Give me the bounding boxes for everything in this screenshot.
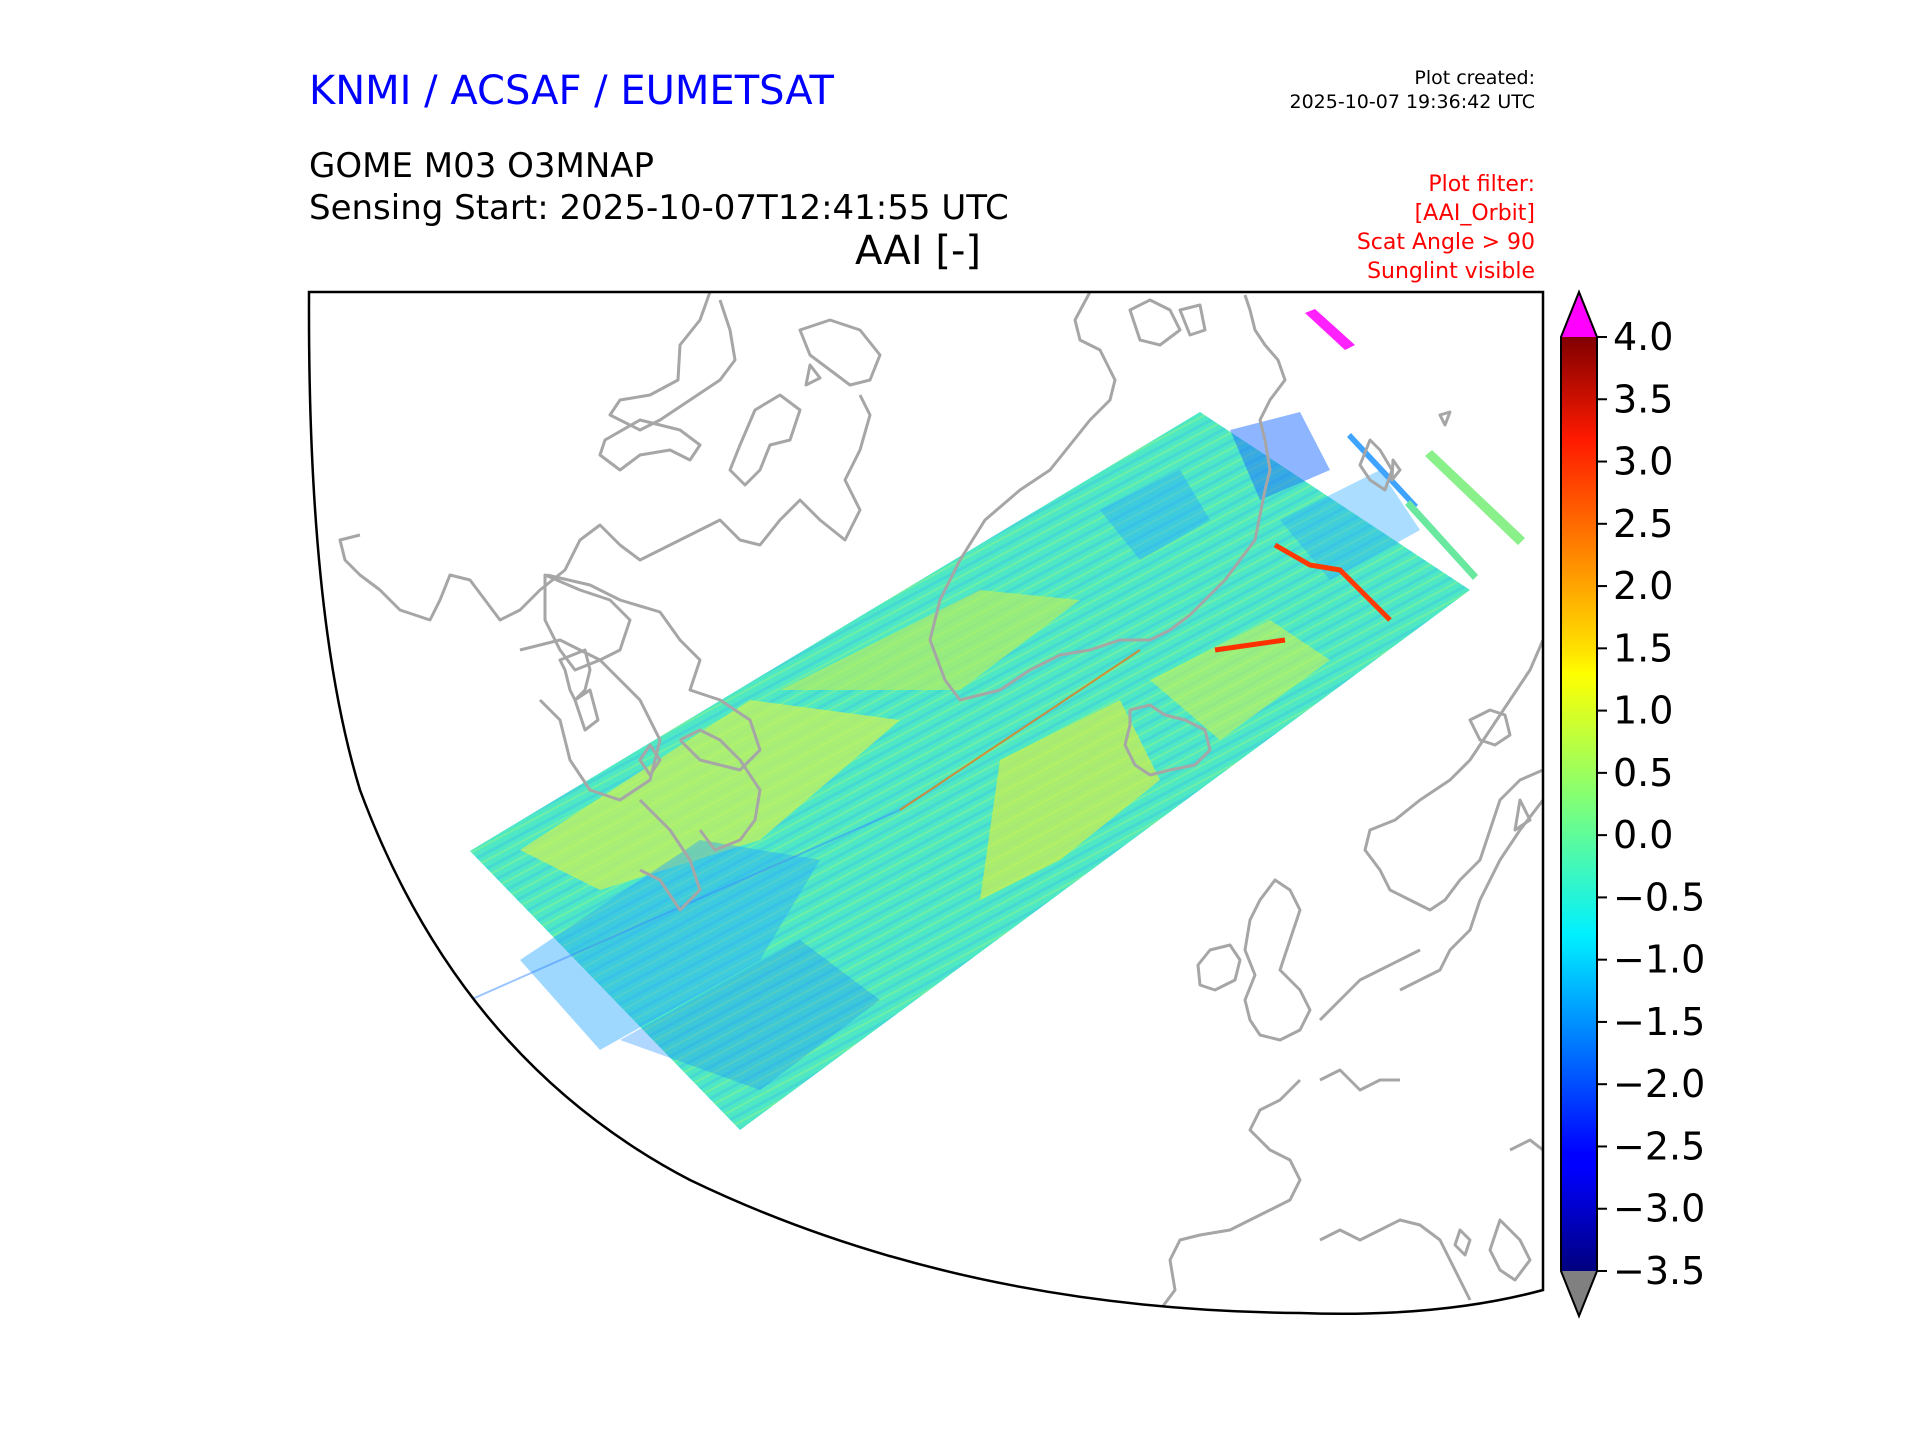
colorbar-tick-label: −2.0 — [1613, 1062, 1705, 1106]
colorbar-tick-label: 2.5 — [1613, 502, 1673, 546]
swath-fragment-over — [1305, 309, 1355, 350]
colorbar-tick-label: −1.5 — [1613, 1000, 1705, 1044]
map-area — [307, 290, 1545, 1315]
colorbar-tick-label: −2.5 — [1613, 1124, 1705, 1168]
swath-patch — [620, 940, 880, 1090]
coast-great-britain — [1243, 878, 1312, 1042]
swath-fragment — [1425, 450, 1525, 545]
coastlines — [338, 292, 1543, 1311]
colorbar-tick-label: 1.5 — [1613, 626, 1673, 670]
coast-iceland — [1123, 703, 1212, 777]
swath-patch — [1230, 412, 1330, 500]
colorbar-tick-label: 2.0 — [1613, 564, 1673, 608]
coast-mediterranean — [1319, 1218, 1472, 1301]
filter-line-scat-angle: Scat Angle > 90 — [1356, 230, 1535, 255]
filter-line-orbit: [AAI_Orbit] — [1414, 201, 1535, 226]
colorbar-tick-label: 4.0 — [1613, 315, 1673, 359]
filter-line-sunglint: Sunglint visible — [1367, 259, 1535, 284]
product-title: GOME M03 O3MNAP — [309, 146, 655, 186]
coast-hudson-strait — [546, 573, 762, 772]
colorbar: 4.0 3.5 3.0 2.5 2.0 1.5 1.0 0.5 0.0 −0.5 −1.0 −1.5 −… — [1560, 289, 1705, 1319]
coast-island — [573, 688, 600, 732]
quantity-label: AAI [-] — [855, 228, 981, 274]
coast-svalbard — [1390, 458, 1402, 482]
plot-filter: Plot filter: [AAI_Orbit] Scat Angle > 90… — [1357, 170, 1535, 286]
coast-north-sea — [1318, 948, 1421, 1022]
swath-patch — [520, 840, 820, 1050]
coast-island — [638, 743, 662, 777]
coast-scandinavia-inlet — [1468, 708, 1512, 747]
coast-channel — [1319, 1068, 1400, 1092]
coast-baffin — [543, 573, 632, 672]
created-label: Plot created: — [1414, 67, 1535, 89]
coast-labrador — [638, 798, 702, 912]
coast-labrador-east — [679, 728, 762, 852]
colorbar-tick-label: 0.0 — [1613, 813, 1673, 857]
coast-island — [1513, 798, 1532, 832]
coast-scandinavia — [1363, 639, 1543, 912]
coast-arctic-island — [1178, 303, 1207, 337]
colorbar-tick-label: −3.5 — [1613, 1249, 1705, 1293]
swath-patch — [520, 700, 900, 890]
swath-patch — [1100, 470, 1210, 560]
colorbar-tick-label: 3.0 — [1613, 440, 1673, 484]
sensing-start: Sensing Start: 2025-10-07T12:41:55 UTC — [309, 188, 1009, 228]
coast-corsica — [1453, 1228, 1472, 1257]
swath-seam — [899, 649, 1141, 811]
colorbar-ticks: 4.0 3.5 3.0 2.5 2.0 1.5 1.0 0.5 0.0 −0.5 −1.0 −1.5 −… — [1597, 315, 1705, 1293]
swath-patch — [1280, 470, 1420, 580]
map-frame — [307, 290, 1545, 1315]
coast-adriatic — [1509, 1138, 1543, 1152]
coast-svalbard — [1358, 438, 1394, 492]
colorbar-over-extension — [1561, 292, 1597, 337]
colorbar-under-extension — [1561, 1271, 1597, 1316]
swath-fragment — [1405, 500, 1478, 580]
coast-baltic — [1399, 799, 1543, 992]
plot-created-info: Plot created: 2025-10-07 19:36:42 UTC — [1290, 66, 1536, 114]
filter-title: Plot filter: — [1428, 172, 1535, 197]
colorbar-tick-label: −0.5 — [1613, 875, 1705, 919]
coast-ireland — [1196, 943, 1242, 992]
swath-high-aai — [1273, 542, 1392, 622]
coast-greenland — [928, 292, 1287, 702]
coast-arctic-island — [728, 393, 802, 487]
colorbar-tick-label: 0.5 — [1613, 751, 1673, 795]
swath-patch — [1150, 620, 1330, 740]
swath-texture — [470, 412, 1470, 1130]
coast-island — [558, 648, 592, 702]
coast-arctic-island — [608, 292, 737, 432]
swath-patch — [980, 700, 1160, 900]
coast-arctic-island — [804, 363, 822, 387]
swath-high-aai — [1214, 637, 1286, 653]
colorbar-body — [1561, 337, 1597, 1271]
colorbar-tick-label: 3.5 — [1613, 377, 1673, 421]
coast-arctic-island — [598, 418, 702, 472]
organization-title: KNMI / ACSAF / EUMETSAT — [309, 68, 834, 114]
coast-france-iberia — [1158, 1078, 1302, 1311]
coast-canada-north — [338, 394, 872, 622]
created-time: 2025-10-07 19:36:42 UTC — [1289, 91, 1536, 113]
colorbar-tick-label: −3.0 — [1613, 1187, 1705, 1231]
colorbar-tick-label: 1.0 — [1613, 689, 1673, 733]
coast-arctic-island — [798, 318, 882, 387]
coast-italy — [1488, 1218, 1532, 1282]
aai-swath — [469, 412, 1470, 1130]
colorbar-tick-label: −1.0 — [1613, 938, 1705, 982]
coast-franz-josef — [1438, 410, 1452, 427]
coast-greenland-north — [1128, 298, 1182, 347]
